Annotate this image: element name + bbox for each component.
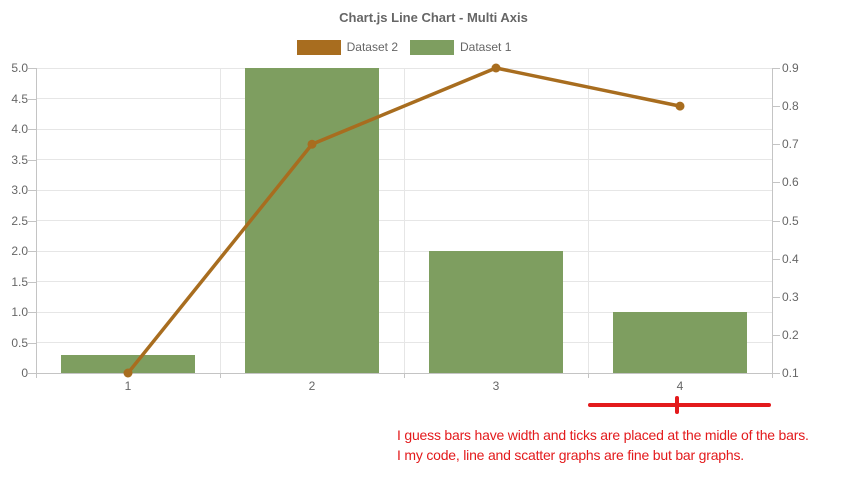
- left-axis-tick-mark: [28, 342, 36, 344]
- legend-label-dataset-1: Dataset 1: [460, 40, 512, 54]
- right-axis-tick-mark: [772, 373, 780, 374]
- annotation-bar-width-line: [588, 403, 771, 407]
- x-axis-tick-label: 3: [492, 379, 500, 393]
- left-axis-tick-mark: [28, 159, 36, 161]
- chart-title: Chart.js Line Chart - Multi Axis: [339, 10, 528, 25]
- x-axis-tick-mark: [403, 373, 405, 378]
- left-axis-tick-label: 1.5: [11, 274, 28, 289]
- x-axis-tick-label: 1: [124, 379, 132, 393]
- legend-label-dataset-2: Dataset 2: [346, 40, 398, 54]
- left-axis-tick-mark: [28, 312, 36, 313]
- right-axis-tick-mark: [772, 258, 780, 260]
- left-axis-tick-mark: [28, 190, 36, 191]
- right-axis-tick-mark: [772, 144, 780, 146]
- right-axis-tick-mark: [772, 296, 780, 298]
- x-axis-tick-label: 4: [676, 379, 684, 393]
- left-axis-tick-mark: [28, 281, 36, 283]
- legend-swatch-dataset-1: [410, 40, 454, 55]
- v-gridline: [587, 68, 589, 373]
- left-axis-tick-label: 3.0: [11, 183, 28, 197]
- v-gridline: [219, 68, 221, 373]
- x-axis-tick-mark: [771, 373, 773, 378]
- left-axis-tick-mark: [28, 129, 36, 130]
- left-axis-tick-mark: [28, 68, 36, 69]
- left-axis-tick-label: 3.5: [11, 152, 28, 167]
- annotation-text-line-1: I guess bars have width and ticks are pl…: [397, 427, 809, 443]
- left-axis-tick-label: 1.0: [11, 305, 28, 319]
- left-axis-tick-mark: [28, 251, 36, 252]
- legend: Dataset 2 Dataset 1: [36, 40, 772, 55]
- x-axis-tick-mark: [587, 373, 589, 378]
- bar-dataset-1: [245, 68, 379, 373]
- right-axis-tick-mark: [772, 68, 780, 69]
- annotation-text-line-2: I my code, line and scatter graphs are f…: [397, 447, 744, 463]
- legend-swatch-dataset-2: [296, 40, 341, 55]
- annotation-bar-center-tick: [675, 396, 679, 414]
- right-axis-tick-mark: [772, 220, 780, 222]
- left-axis-tick-label: 4.0: [11, 122, 28, 136]
- legend-item-dataset-1[interactable]: Dataset 1: [410, 40, 511, 55]
- left-axis-tick-label: 0: [21, 366, 28, 380]
- left-axis-tick-label: 5.0: [11, 61, 28, 75]
- right-axis-tick-label: 0.8: [782, 99, 799, 114]
- legend-item-dataset-2[interactable]: Dataset 2: [296, 40, 398, 55]
- line-point: [675, 101, 685, 111]
- right-axis-tick-mark: [772, 182, 780, 184]
- right-axis-tick-label: 0.4: [782, 251, 799, 266]
- right-axis-tick-label: 0.6: [782, 175, 799, 190]
- plot-area: [35, 63, 773, 378]
- left-axis-tick-mark: [28, 373, 36, 374]
- right-axis-tick-mark: [772, 334, 780, 336]
- bar-dataset-1: [61, 354, 195, 373]
- right-axis-tick-label: 0.7: [782, 137, 799, 152]
- left-axis-tick-label: 2.5: [11, 213, 28, 228]
- x-axis-tick-mark: [219, 373, 221, 378]
- x-axis-tick-mark: [35, 373, 37, 378]
- x-axis-tick-label: 2: [308, 379, 316, 393]
- left-axis-tick-label: 2.0: [11, 244, 28, 258]
- right-axis-tick-label: 0.3: [782, 289, 799, 304]
- left-axis-tick-label: 4.5: [11, 91, 28, 106]
- bar-dataset-1: [613, 312, 747, 373]
- right-axis-tick-label: 0.5: [782, 213, 799, 228]
- left-axis-tick-label: 0.5: [11, 335, 28, 350]
- left-axis-tick-mark: [28, 220, 36, 222]
- right-axis-tick-label: 0.2: [782, 327, 799, 342]
- left-axis-tick-mark: [28, 98, 36, 100]
- right-axis-tick-mark: [772, 106, 780, 108]
- right-axis-tick-label: 0.9: [782, 61, 799, 75]
- right-axis-tick-label: 0.1: [782, 366, 799, 380]
- bar-dataset-1: [429, 251, 563, 373]
- v-gridline: [403, 68, 405, 373]
- v-gridline: [35, 68, 37, 373]
